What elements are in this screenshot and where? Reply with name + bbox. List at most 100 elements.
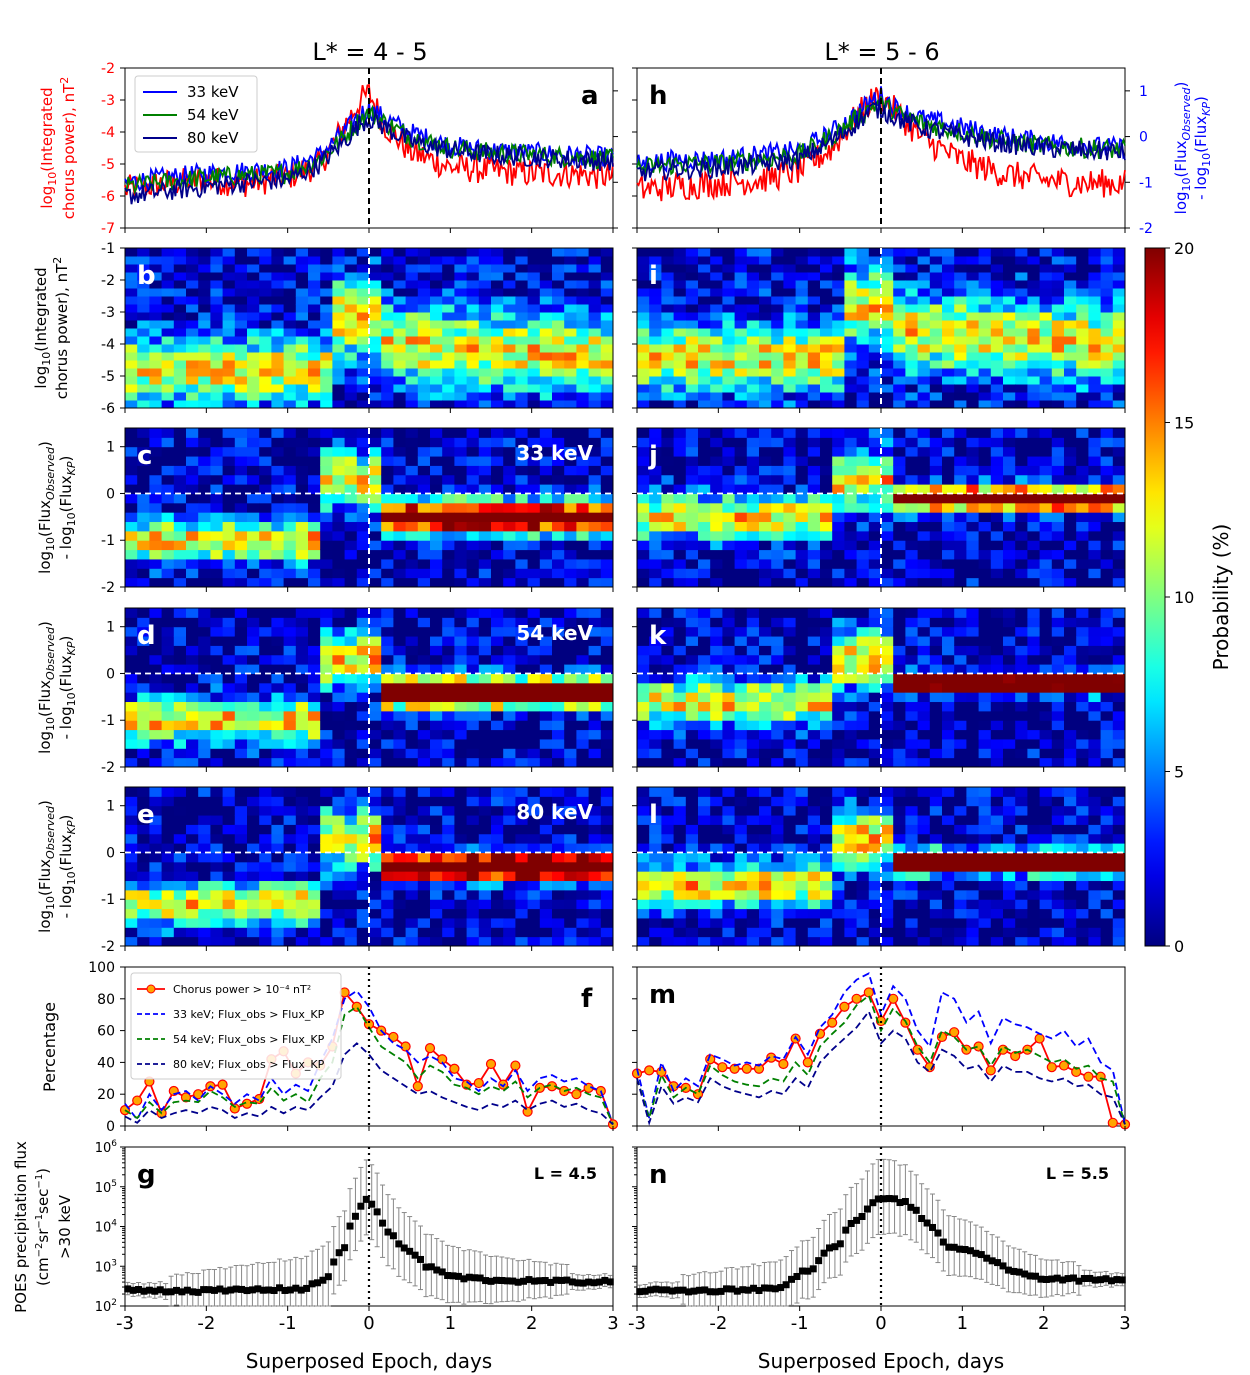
heatmap-cell	[320, 352, 333, 361]
heatmap-cell	[295, 645, 309, 656]
heatmap-cell	[149, 540, 163, 551]
heatmap-cell	[1027, 673, 1041, 684]
heatmap-cell	[247, 360, 260, 369]
heatmap-cell	[807, 626, 821, 637]
heatmap-cell	[1100, 636, 1114, 646]
heatmap-cell	[771, 654, 784, 665]
heatmap-cell	[881, 617, 894, 628]
heatmap-cell	[271, 248, 285, 257]
heatmap-cell	[210, 636, 224, 646]
heatmap-cell	[149, 880, 163, 891]
heatmap-cell	[332, 264, 346, 273]
heatmap-cell	[759, 304, 772, 313]
heatmap-cell	[905, 352, 919, 361]
heatmap-cell	[710, 626, 723, 637]
heatmap-cell	[259, 568, 272, 579]
heatmap-cell	[417, 502, 431, 513]
heatmap-cell	[576, 360, 590, 369]
heatmap-cell	[210, 288, 224, 297]
heatmap-cell	[271, 748, 285, 759]
heatmap-cell	[527, 540, 541, 551]
heatmap-cell	[308, 843, 321, 853]
heatmap-cell	[783, 328, 797, 337]
heatmap-cell	[344, 304, 358, 313]
heatmap-cell	[247, 852, 260, 863]
heatmap-cell	[161, 710, 175, 721]
heatmap-cell	[881, 272, 894, 281]
heatmap-cell	[564, 456, 577, 466]
heatmap-cell	[1003, 474, 1016, 485]
heatmap-cell	[881, 352, 894, 361]
heatmap-cell	[746, 710, 760, 721]
heatmap-cell	[393, 833, 407, 844]
heatmap-cell	[283, 465, 297, 476]
heatmap-cell	[637, 636, 650, 646]
heatmap-cell	[868, 288, 882, 297]
heatmap-cell	[844, 512, 858, 523]
heatmap-cell	[454, 493, 468, 504]
heatmap-cell	[271, 474, 285, 485]
heatmap-cell	[210, 568, 224, 579]
heatmap-cell	[295, 320, 309, 329]
heatmap-cell	[430, 568, 443, 579]
heatmap-cell	[393, 368, 407, 377]
heatmap-cell	[186, 673, 199, 684]
heatmap-cell	[832, 701, 845, 712]
heatmap-cell	[905, 540, 919, 551]
heatmap-cell	[503, 787, 516, 797]
heatmap-cell	[759, 493, 772, 504]
heatmap-cell	[137, 757, 150, 768]
heatmap-cell	[637, 484, 650, 494]
heatmap-cell	[369, 936, 382, 947]
heatmap-cell	[125, 645, 138, 656]
heatmap-cell	[637, 428, 650, 438]
heatmap-cell	[856, 437, 870, 448]
heatmap-cell	[247, 833, 260, 844]
heatmap-cell	[527, 626, 541, 637]
heatmap-cell	[893, 664, 906, 674]
heatmap-cell	[649, 264, 662, 273]
heatmap-cell	[430, 787, 443, 797]
heatmap-cell	[856, 617, 870, 628]
heatmap-cell	[222, 521, 236, 532]
heatmap-cell	[698, 654, 711, 665]
heatmap-cell	[881, 673, 894, 684]
heatmap-cell	[1051, 720, 1065, 731]
heatmap-cell	[1088, 320, 1102, 329]
heatmap-cell	[990, 320, 1004, 329]
heatmap-cell	[1015, 654, 1028, 665]
heatmap-cell	[295, 796, 309, 807]
heatmap-cell	[1039, 400, 1053, 409]
heatmap-cell	[149, 833, 163, 844]
heatmap-cell	[978, 296, 992, 305]
heatmap-cell	[1064, 304, 1077, 313]
heatmap-cell	[491, 360, 504, 369]
heatmap-cell	[856, 692, 870, 703]
heatmap-cell	[637, 320, 650, 329]
heatmap-cell	[1100, 729, 1114, 740]
heatmap-cell	[198, 815, 211, 825]
heatmap-cell	[771, 701, 784, 712]
heatmap-cell	[929, 344, 943, 353]
heatmap-cell	[137, 720, 150, 731]
heatmap-cell	[673, 344, 687, 353]
heatmap-cell	[685, 558, 699, 569]
heatmap-cell	[332, 710, 346, 721]
heatmap-c	[125, 428, 614, 588]
heatmap-cell	[734, 484, 748, 494]
heatmap-cell	[222, 280, 236, 289]
heatmap-cell	[491, 456, 504, 466]
heatmap-cell	[661, 368, 675, 377]
heatmap-cell	[746, 577, 760, 588]
heatmap-cell	[320, 729, 333, 740]
heatmap-cell	[552, 636, 565, 646]
heatmap-cell	[820, 626, 833, 637]
heatmap-cell	[600, 352, 614, 361]
heatmap-cell	[210, 502, 224, 513]
heatmap-cell	[1027, 654, 1041, 665]
heatmap-cell	[722, 738, 736, 749]
heatmap-cell	[1100, 577, 1114, 588]
heatmap-cell	[381, 645, 394, 656]
heatmap-cell	[173, 392, 187, 401]
heatmap-cell	[966, 617, 980, 628]
